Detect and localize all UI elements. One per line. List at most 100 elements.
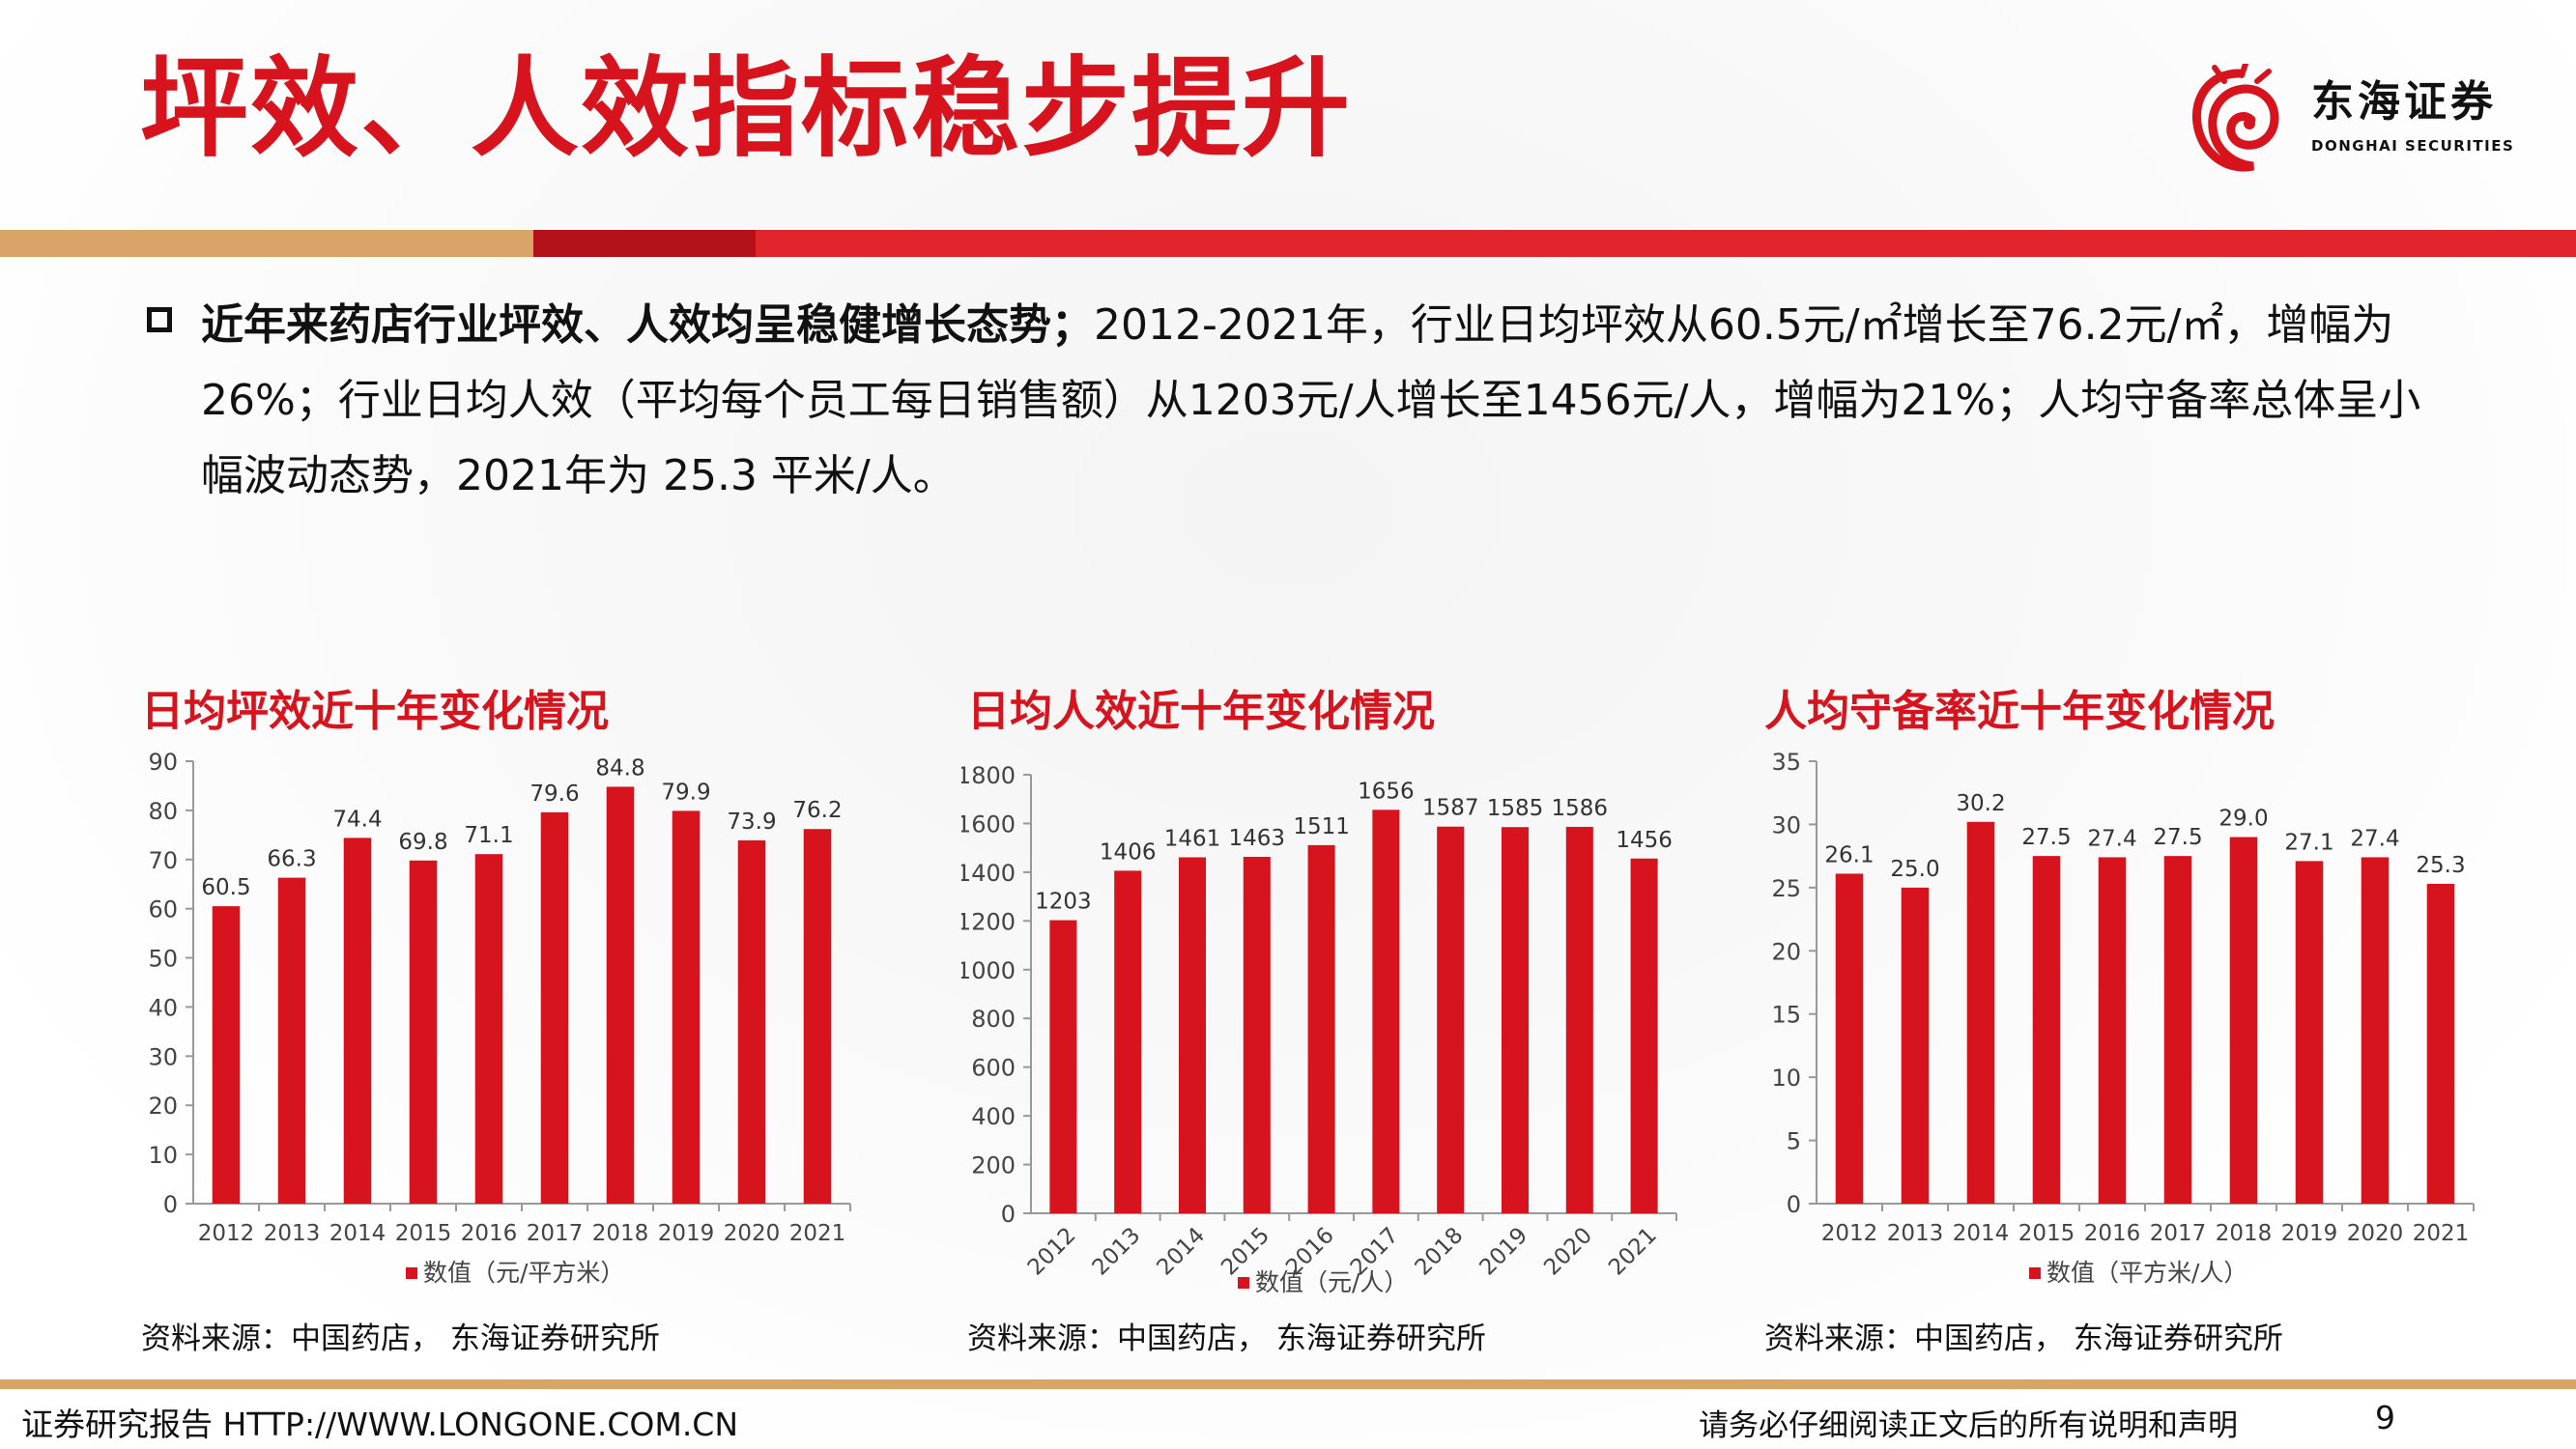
logo-text-cn: 东海证券 — [2311, 77, 2497, 127]
bar — [1966, 821, 1995, 1204]
y-tick-label: 600 — [971, 1055, 1016, 1082]
legend-swatch — [2029, 1267, 2041, 1279]
y-tick-label: 80 — [148, 798, 178, 825]
bar — [1565, 826, 1593, 1213]
data-label: 26.1 — [1824, 842, 1874, 867]
bar — [2426, 883, 2455, 1204]
bar — [1901, 887, 1930, 1204]
x-tick-label: 2020 — [724, 1221, 781, 1246]
x-tick-label: 2015 — [395, 1221, 452, 1246]
y-tick-label: 90 — [148, 750, 178, 776]
data-label: 1463 — [1229, 826, 1286, 851]
bar — [606, 786, 635, 1204]
x-tick-label: 2015 — [2018, 1221, 2075, 1246]
data-label: 27.4 — [2087, 826, 2136, 851]
x-tick-label: 2018 — [1411, 1223, 1469, 1281]
y-tick-label: 1000 — [961, 957, 1016, 984]
y-tick-label: 60 — [148, 896, 178, 923]
company-logo: 东海证券 DONGHAI SECURITIES — [2186, 64, 2533, 184]
data-label: 60.5 — [201, 875, 250, 900]
header-band — [0, 230, 2576, 257]
bar-chart: 0 200 400 600 800 1000 1200 1400 1600 1800 1203 201… — [961, 762, 1677, 1296]
bar — [737, 839, 766, 1204]
chart-title: 人均守备率近十年变化情况 — [1764, 687, 2275, 736]
bar — [2163, 856, 2192, 1204]
y-tick-label: 20 — [148, 1093, 178, 1120]
bar — [1049, 920, 1077, 1213]
bar — [1178, 857, 1207, 1213]
bar — [2295, 861, 2324, 1204]
chart-sales-per-area: 日均坪效近十年变化情况 0 10 20 30 40 50 60 70 80 90 60.5 2012 6… — [135, 676, 928, 1372]
y-tick-label: 30 — [148, 1043, 178, 1070]
x-tick-label: 2014 — [1953, 1221, 2010, 1246]
bar — [2098, 857, 2127, 1204]
data-label: 27.1 — [2284, 830, 2333, 855]
legend-label: 数值（平方米/人） — [2046, 1259, 2247, 1287]
data-label: 27.5 — [2153, 825, 2202, 850]
data-label: 1456 — [1616, 828, 1673, 853]
x-tick-label: 2017 — [2150, 1221, 2207, 1246]
y-tick-label: 200 — [971, 1152, 1016, 1179]
y-tick-label: 35 — [1771, 750, 1801, 776]
summary-text: 2012-2021年，行业日均坪效从60.5元/㎡增长至76.2元/㎡，增幅为2… — [201, 300, 2421, 500]
x-tick-label: 2017 — [527, 1221, 584, 1246]
chart-sales-per-staff: 日均人效近十年变化情况 0 200 400 600 800 1000 1200 1400 160… — [961, 676, 1754, 1372]
bar-chart: 0 5 10 15 20 25 30 35 26.1 2012 25.0 2013 30.2 2014 27… — [1771, 750, 2475, 1287]
y-tick-label: 400 — [971, 1103, 1016, 1130]
bar — [2229, 837, 2258, 1204]
bar — [1835, 873, 1864, 1204]
footer-website[interactable]: 证券研究报告 HTTP://WWW.LONGONE.COM.CN — [21, 1406, 739, 1443]
y-tick-label: 0 — [1001, 1201, 1016, 1228]
bar — [1501, 827, 1530, 1213]
y-tick-label: 1400 — [961, 860, 1016, 887]
y-tick-label: 30 — [1771, 811, 1801, 838]
y-tick-label: 800 — [971, 1006, 1016, 1033]
x-tick-label: 2012 — [1821, 1221, 1878, 1246]
data-label: 66.3 — [267, 847, 316, 872]
logo-text-en: DONGHAI SECURITIES — [2311, 137, 2515, 155]
x-tick-label: 2016 — [2084, 1221, 2141, 1246]
data-label: 25.3 — [2416, 853, 2465, 878]
bar — [2361, 857, 2390, 1204]
x-tick-label: 2012 — [1023, 1223, 1081, 1281]
data-label: 79.6 — [530, 781, 579, 807]
data-label: 1586 — [1552, 796, 1609, 821]
x-tick-label: 2014 — [1152, 1223, 1210, 1281]
data-label: 1406 — [1100, 839, 1157, 865]
bar — [277, 877, 306, 1204]
x-tick-label: 2021 — [789, 1221, 846, 1246]
y-tick-label: 10 — [148, 1142, 178, 1169]
dragon-logo-icon — [2191, 64, 2279, 172]
data-label: 84.8 — [595, 755, 644, 781]
y-tick-label: 15 — [1771, 1002, 1801, 1029]
y-tick-label: 1800 — [961, 762, 1016, 789]
bar — [1437, 826, 1465, 1213]
bar — [1630, 858, 1658, 1213]
y-tick-label: 40 — [148, 994, 178, 1021]
legend-swatch — [406, 1267, 417, 1279]
data-label: 79.9 — [661, 780, 710, 805]
x-tick-label: 2016 — [461, 1221, 518, 1246]
bar — [1243, 856, 1271, 1213]
data-label: 73.9 — [727, 810, 776, 835]
y-tick-label: 1200 — [961, 908, 1016, 935]
data-label: 1587 — [1422, 796, 1479, 821]
bar — [212, 906, 241, 1204]
y-tick-label: 20 — [1771, 938, 1801, 965]
bar — [672, 810, 701, 1204]
x-tick-label: 2019 — [1474, 1223, 1532, 1281]
data-label: 1511 — [1293, 814, 1350, 839]
bar — [1307, 844, 1335, 1213]
bar — [343, 838, 372, 1204]
data-label: 1656 — [1358, 779, 1415, 804]
data-label: 29.0 — [2218, 807, 2268, 832]
bar — [1372, 810, 1400, 1213]
x-tick-label: 2020 — [1539, 1223, 1597, 1281]
footer-divider — [0, 1379, 2576, 1389]
summary-bold: 近年来药店行业坪效、人效均呈稳健增长态势； — [201, 300, 1094, 350]
y-tick-label: 1600 — [961, 810, 1016, 838]
bar — [2032, 856, 2061, 1204]
x-tick-label: 2013 — [264, 1221, 321, 1246]
chart-source: 资料来源：中国药店， 东海证券研究所 — [141, 1321, 660, 1356]
x-tick-label: 2019 — [2281, 1221, 2338, 1246]
